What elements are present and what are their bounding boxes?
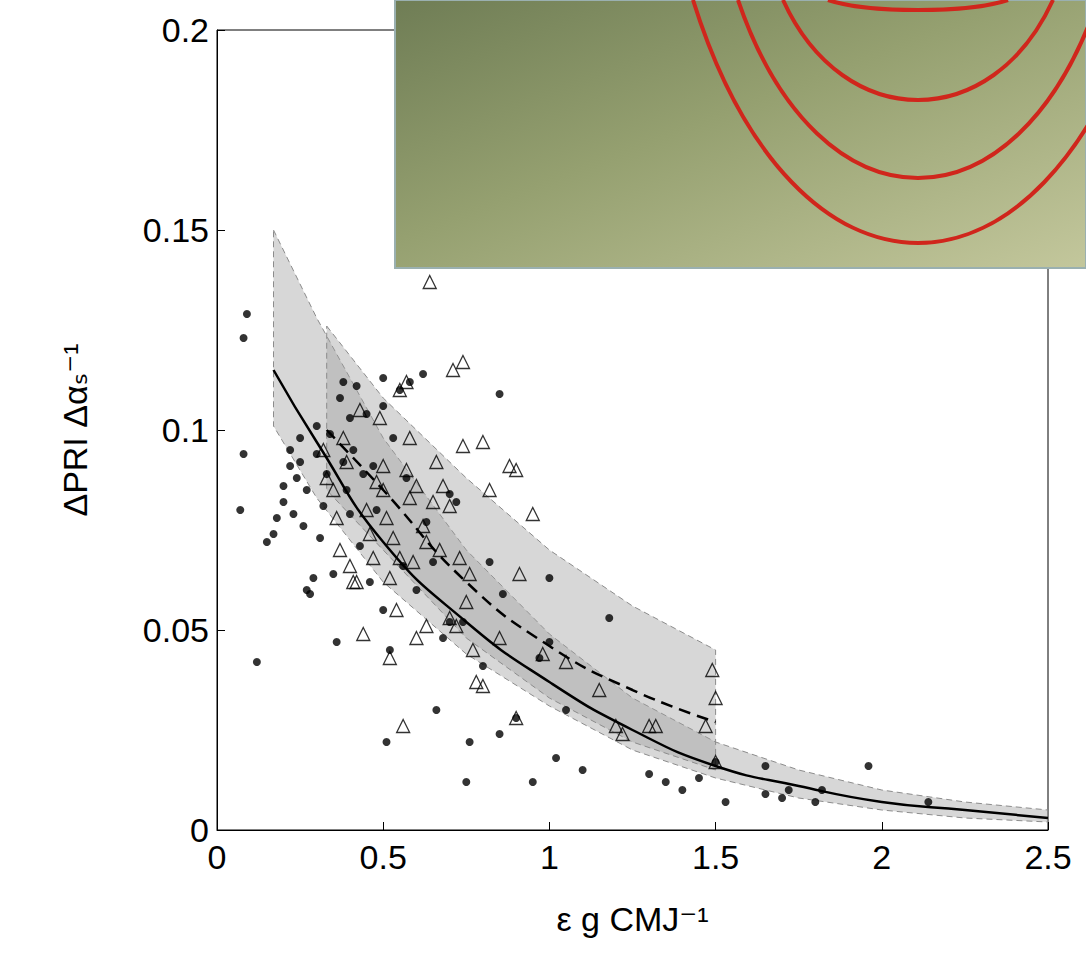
svg-text:0.5: 0.5 [360,838,407,876]
svg-text:0: 0 [208,838,227,876]
svg-text:1: 1 [540,838,559,876]
svg-text:2: 2 [872,838,891,876]
svg-text:0.15: 0.15 [143,211,209,249]
svg-text:1.5: 1.5 [692,838,739,876]
svg-text:0.2: 0.2 [162,11,209,49]
svg-text:0: 0 [190,811,209,849]
svg-text:0.05: 0.05 [143,611,209,649]
svg-text:ΔPRI Δαₛ⁻¹: ΔPRI Δαₛ⁻¹ [56,343,94,516]
svg-text:ε g CMJ⁻¹: ε g CMJ⁻¹ [556,900,708,938]
svg-text:2.5: 2.5 [1024,838,1071,876]
svg-text:0.1: 0.1 [162,411,209,449]
